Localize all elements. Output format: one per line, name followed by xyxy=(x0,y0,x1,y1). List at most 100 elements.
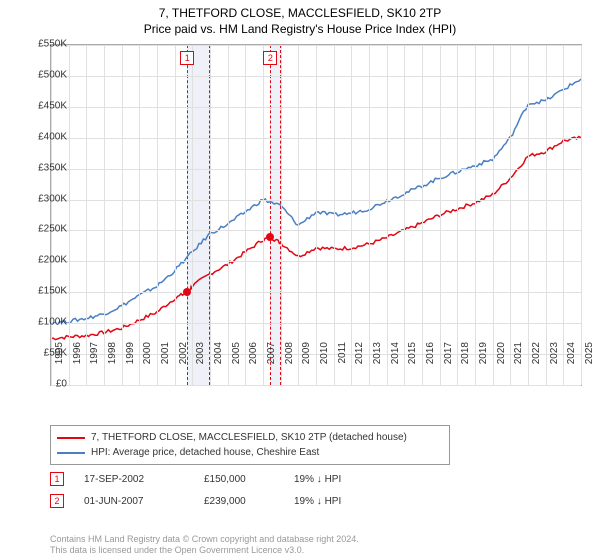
footer-attribution: Contains HM Land Registry data © Crown c… xyxy=(50,534,359,557)
x-axis-label: 2011 xyxy=(337,342,348,364)
grid-line-v xyxy=(351,45,352,385)
chart-title: 7, THETFORD CLOSE, MACCLESFIELD, SK10 2T… xyxy=(0,0,600,37)
grid-line-v xyxy=(175,45,176,385)
x-axis-label: 1997 xyxy=(89,342,100,364)
x-axis-label: 2017 xyxy=(443,342,454,364)
grid-line-v xyxy=(122,45,123,385)
x-axis-label: 2006 xyxy=(248,342,259,364)
grid-line-h xyxy=(51,385,581,386)
x-axis-label: 1995 xyxy=(54,342,65,364)
grid-line-v xyxy=(475,45,476,385)
grid-line-v xyxy=(228,45,229,385)
x-axis-label: 2020 xyxy=(496,342,507,364)
y-axis-label: £150K xyxy=(38,286,67,297)
y-axis-label: £500K xyxy=(38,69,67,80)
y-axis-label: £100K xyxy=(38,317,67,328)
legend-swatch xyxy=(57,437,85,439)
x-axis-label: 1998 xyxy=(107,342,118,364)
grid-line-v xyxy=(510,45,511,385)
grid-line-v xyxy=(369,45,370,385)
x-axis-label: 2002 xyxy=(178,342,189,364)
legend-label: 7, THETFORD CLOSE, MACCLESFIELD, SK10 2T… xyxy=(91,432,407,443)
grid-line-v xyxy=(157,45,158,385)
grid-line-v xyxy=(457,45,458,385)
x-axis-label: 1996 xyxy=(72,342,83,364)
y-axis-label: £200K xyxy=(38,255,67,266)
y-axis-label: £250K xyxy=(38,224,67,235)
x-axis-label: 2009 xyxy=(301,342,312,364)
y-axis-label: £450K xyxy=(38,100,67,111)
y-axis-label: £550K xyxy=(38,39,67,50)
legend-row: HPI: Average price, detached house, Ches… xyxy=(57,445,443,460)
grid-line-v xyxy=(581,45,582,385)
grid-line-v xyxy=(139,45,140,385)
x-axis-label: 2013 xyxy=(372,342,383,364)
x-axis-label: 2012 xyxy=(354,342,365,364)
sale-marker: 1 xyxy=(50,472,64,486)
sale-marker: 2 xyxy=(50,494,64,508)
grid-line-v xyxy=(298,45,299,385)
marker-dot xyxy=(266,233,274,241)
legend-swatch xyxy=(57,452,85,454)
grid-line-v xyxy=(563,45,564,385)
sale-price: £239,000 xyxy=(204,496,294,507)
price-chart: 12 xyxy=(50,44,582,386)
grid-line-v xyxy=(210,45,211,385)
grid-line-v xyxy=(387,45,388,385)
x-axis-label: 2025 xyxy=(584,342,595,364)
sale-hpi: 19% ↓ HPI xyxy=(294,496,374,507)
marker-dot xyxy=(183,288,191,296)
x-axis-label: 2023 xyxy=(549,342,560,364)
x-axis-label: 2000 xyxy=(142,342,153,364)
x-axis-label: 2024 xyxy=(566,342,577,364)
x-axis-label: 2018 xyxy=(460,342,471,364)
sale-row: 2 01-JUN-2007£239,00019% ↓ HPI xyxy=(50,494,374,508)
x-axis-label: 2004 xyxy=(213,342,224,364)
x-axis-label: 2005 xyxy=(231,342,242,364)
grid-line-v xyxy=(263,45,264,385)
x-axis-label: 2016 xyxy=(425,342,436,364)
x-axis-label: 1999 xyxy=(125,342,136,364)
grid-line-v xyxy=(440,45,441,385)
x-axis-label: 2014 xyxy=(390,342,401,364)
legend: 7, THETFORD CLOSE, MACCLESFIELD, SK10 2T… xyxy=(50,425,450,465)
sale-row: 1 17-SEP-2002£150,00019% ↓ HPI xyxy=(50,472,374,486)
sale-date: 01-JUN-2007 xyxy=(84,496,204,507)
x-axis-label: 2021 xyxy=(513,342,524,364)
x-axis-label: 2019 xyxy=(478,342,489,364)
title-line-2: Price paid vs. HM Land Registry's House … xyxy=(0,22,600,38)
sale-date: 17-SEP-2002 xyxy=(84,474,204,485)
x-axis-label: 2008 xyxy=(284,342,295,364)
x-axis-label: 2015 xyxy=(407,342,418,364)
footer-line-2: This data is licensed under the Open Gov… xyxy=(50,545,359,556)
grid-line-v xyxy=(281,45,282,385)
y-axis-label: £0 xyxy=(56,379,67,390)
title-line-1: 7, THETFORD CLOSE, MACCLESFIELD, SK10 2T… xyxy=(0,6,600,22)
grid-line-v xyxy=(51,45,52,385)
x-axis-label: 2007 xyxy=(266,342,277,364)
sale-hpi: 19% ↓ HPI xyxy=(294,474,374,485)
x-axis-label: 2010 xyxy=(319,342,330,364)
grid-line-v xyxy=(316,45,317,385)
legend-row: 7, THETFORD CLOSE, MACCLESFIELD, SK10 2T… xyxy=(57,430,443,445)
grid-line-v xyxy=(192,45,193,385)
y-axis-label: £400K xyxy=(38,131,67,142)
grid-line-v xyxy=(528,45,529,385)
grid-line-v xyxy=(546,45,547,385)
legend-label: HPI: Average price, detached house, Ches… xyxy=(91,447,319,458)
grid-line-v xyxy=(404,45,405,385)
grid-line-v xyxy=(86,45,87,385)
grid-line-v xyxy=(245,45,246,385)
x-axis-label: 2003 xyxy=(195,342,206,364)
x-axis-label: 2001 xyxy=(160,342,171,364)
grid-line-v xyxy=(493,45,494,385)
x-axis-label: 2022 xyxy=(531,342,542,364)
grid-line-v xyxy=(104,45,105,385)
grid-line-v xyxy=(334,45,335,385)
y-axis-label: £350K xyxy=(38,162,67,173)
sale-price: £150,000 xyxy=(204,474,294,485)
marker-label: 1 xyxy=(180,51,194,65)
grid-line-v xyxy=(422,45,423,385)
y-axis-label: £300K xyxy=(38,193,67,204)
footer-line-1: Contains HM Land Registry data © Crown c… xyxy=(50,534,359,545)
